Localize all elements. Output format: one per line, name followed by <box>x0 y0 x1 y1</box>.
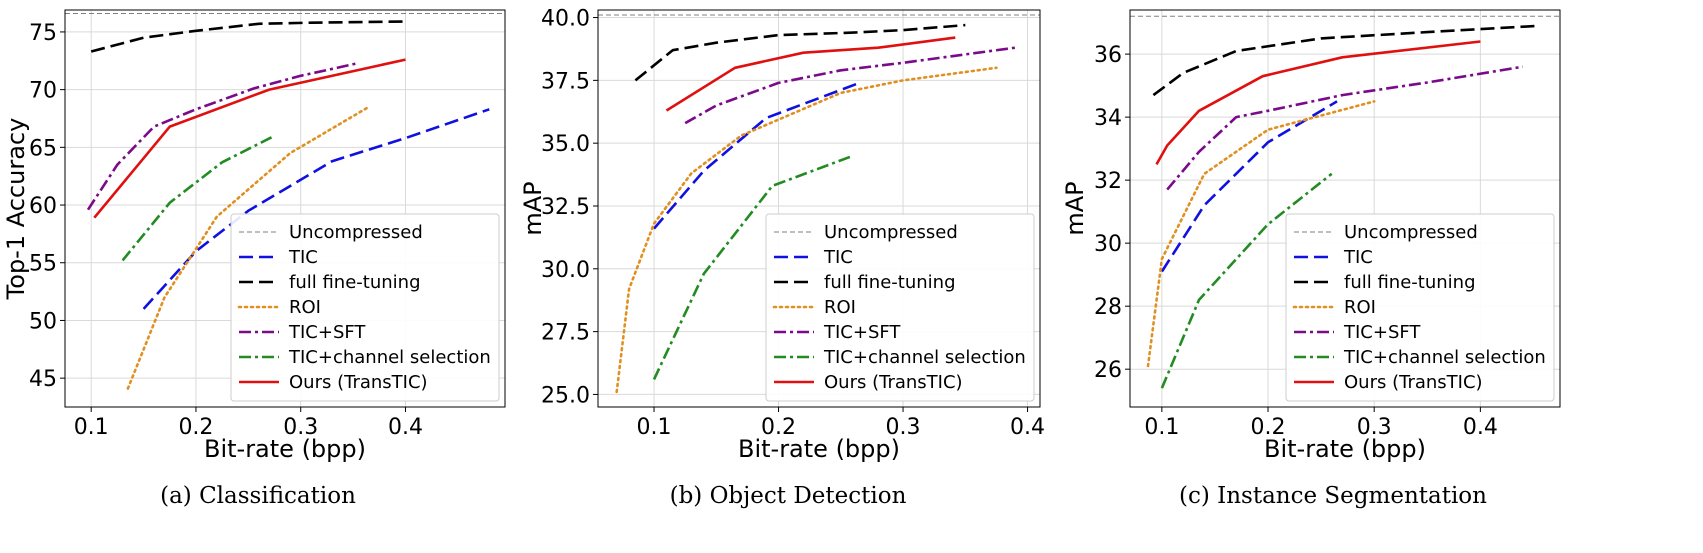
legend-label-tic: TIC <box>823 247 853 268</box>
series-tic-line <box>142 108 490 310</box>
x-tick-label: 0.4 <box>388 415 423 440</box>
x-tick-label: 0.1 <box>637 415 672 440</box>
legend-label-tic-sft: TIC+SFT <box>1343 322 1421 343</box>
y-tick-label: 32 <box>1094 169 1122 194</box>
series-full-fine-tuning-line <box>634 23 966 82</box>
x-tick-label: 0.3 <box>1357 415 1392 440</box>
chart-panel-2: 0.1 0.2 0.3 0.4 25.0 27.5 30.0 32.5 35.0 37.5 40.0… <box>519 7 1045 509</box>
y-tick-label: 25.0 <box>541 383 590 408</box>
panel-caption: (c) Instance Segmentation <box>1179 483 1487 509</box>
legend-label-tic: TIC <box>1343 247 1373 268</box>
series-tic-channel-selection-line <box>121 134 276 262</box>
legend-label-full-fine-tuning: full fine-tuning <box>1344 272 1476 293</box>
series-tic-channel-selection-line <box>1160 172 1333 389</box>
series-roi-line <box>1146 100 1376 368</box>
x-tick-label: 0.2 <box>178 415 213 440</box>
y-tick-label: 37.5 <box>541 69 590 94</box>
chart-panel-1: 0.1 0.2 0.3 0.4 45 50 55 60 65 70 75 Bit-rate (bpp)… <box>2 9 506 509</box>
chart-panel-3: 0.1 0.2 0.3 0.4 26 28 30 32 34 36 Bit-rate (bpp) mA… <box>1061 9 1561 509</box>
y-tick-label: 36 <box>1094 43 1122 68</box>
legend-label-roi: ROI <box>289 297 321 318</box>
plot-frame <box>597 9 1041 408</box>
y-tick-label: 30 <box>1094 232 1122 257</box>
x-tick-label: 0.3 <box>886 415 921 440</box>
legend-label-uncompressed: Uncompressed <box>1344 222 1478 243</box>
series-ours-transtic-line <box>665 36 956 112</box>
series-tic-line <box>653 81 860 230</box>
series-full-fine-tuning-line <box>1152 24 1539 97</box>
x-axis-title: Bit-rate (bpp) <box>204 435 366 463</box>
y-tick-label: 55 <box>29 252 57 277</box>
y-tick-label: 28 <box>1094 295 1122 320</box>
legend-box <box>230 213 500 402</box>
legend-label-roi: ROI <box>1344 297 1376 318</box>
series-roi-line <box>126 105 371 390</box>
legend-label-tic-channel-selection: TIC+channel selection <box>823 347 1026 368</box>
y-tick-label: 30.0 <box>541 258 590 283</box>
x-tick-label: 0.4 <box>1010 415 1045 440</box>
y-tick-label: 34 <box>1094 106 1122 131</box>
series-ours-transtic-line <box>93 58 406 219</box>
plot-frame <box>1129 9 1561 408</box>
legend-label-ours-transtic: Ours (TransTIC) <box>1344 372 1483 393</box>
legend-label-tic-sft: TIC+SFT <box>288 322 366 343</box>
legend-label-full-fine-tuning: full fine-tuning <box>824 272 956 293</box>
y-tick-label: 35.0 <box>541 132 590 157</box>
y-tick-label: 70 <box>29 79 57 104</box>
y-tick-label: 75 <box>29 21 57 46</box>
y-axis-title: mAP <box>1061 181 1089 235</box>
series-ours-transtic-line <box>1155 40 1481 166</box>
legend-label-full-fine-tuning: full fine-tuning <box>289 272 421 293</box>
x-tick-label: 0.2 <box>1251 415 1286 440</box>
legend-label-tic-channel-selection: TIC+channel selection <box>288 347 491 368</box>
y-axis-title: mAP <box>519 181 547 235</box>
series-roi-line <box>615 66 998 394</box>
legend-box <box>765 213 1035 402</box>
legend: Uncompressed TIC full fine-tuning ROI TIC+SF… <box>1285 213 1555 402</box>
series-tic-sft-line <box>86 61 359 211</box>
y-tick-label: 45 <box>29 367 57 392</box>
x-tick-label: 0.1 <box>74 415 109 440</box>
x-tick-label: 0.1 <box>1144 415 1179 440</box>
legend-label-ours-transtic: Ours (TransTIC) <box>289 372 428 393</box>
y-tick-label: 60 <box>29 194 57 219</box>
legend: Uncompressed TIC full fine-tuning ROI TIC+SF… <box>230 213 500 402</box>
legend-label-ours-transtic: Ours (TransTIC) <box>824 372 963 393</box>
panel-caption: (a) Classification <box>160 483 356 509</box>
legend-label-tic-sft: TIC+SFT <box>823 322 901 343</box>
legend: Uncompressed TIC full fine-tuning ROI TIC+SF… <box>765 213 1035 402</box>
series-tic-line <box>1160 100 1338 273</box>
plot-frame <box>64 9 506 408</box>
x-tick-label: 0.2 <box>761 415 796 440</box>
y-tick-label: 40.0 <box>541 7 590 32</box>
x-tick-label: 0.4 <box>1463 415 1498 440</box>
series-tic-sft-line <box>684 46 1016 125</box>
x-axis-title: Bit-rate (bpp) <box>1264 435 1426 463</box>
legend-label-uncompressed: Uncompressed <box>289 222 423 243</box>
y-tick-label: 32.5 <box>541 195 590 220</box>
y-tick-label: 50 <box>29 309 57 334</box>
legend-label-roi: ROI <box>824 297 856 318</box>
panel-caption: (b) Object Detection <box>670 483 907 509</box>
y-tick-label: 65 <box>29 136 57 161</box>
legend-box <box>1285 213 1555 402</box>
legend-label-tic-channel-selection: TIC+channel selection <box>1343 347 1546 368</box>
x-tick-label: 0.3 <box>283 415 318 440</box>
x-axis-title: Bit-rate (bpp) <box>738 435 900 463</box>
y-axis-title: Top-1 Accuracy <box>2 118 30 301</box>
y-tick-label: 26 <box>1094 358 1122 383</box>
legend-label-uncompressed: Uncompressed <box>824 222 958 243</box>
series-tic-channel-selection-line <box>652 154 854 380</box>
series-full-fine-tuning-line <box>90 20 406 53</box>
series-tic-sft-line <box>1166 65 1524 191</box>
legend-label-tic: TIC <box>288 247 318 268</box>
y-tick-label: 27.5 <box>541 321 590 346</box>
